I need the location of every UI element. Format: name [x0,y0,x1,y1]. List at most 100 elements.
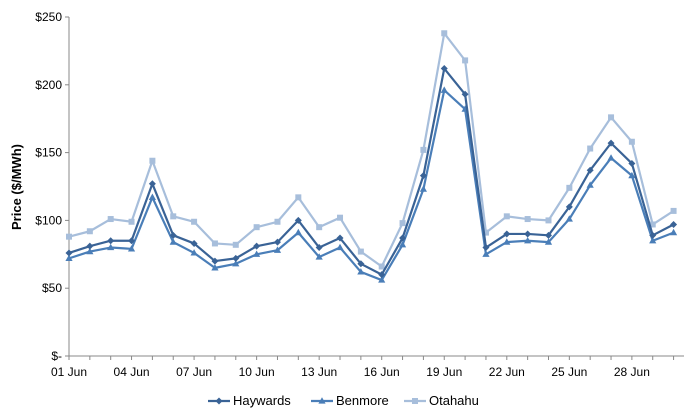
data-point-haywards [399,234,407,242]
data-point-haywards [315,244,323,252]
data-point-benmore [65,254,73,261]
legend-marker-haywards [215,397,223,405]
data-point-haywards [419,172,427,180]
data-point-otahahu [86,228,93,235]
data-point-benmore [357,268,365,275]
data-point-haywards [169,231,177,239]
data-point-benmore [669,228,678,236]
data-point-otahahu [608,114,615,121]
legend-marker-benmore [318,397,326,404]
data-point-otahahu [253,224,260,231]
series-benmore [65,86,678,283]
data-point-otahahu [295,194,302,201]
data-point-benmore [524,236,532,244]
x-tick-label: 19 Jun [426,365,462,379]
data-point-haywards [544,231,552,239]
data-point-haywards [128,237,136,245]
data-point-otahahu [357,248,364,255]
data-point-benmore [107,243,115,251]
x-tick-label: 01 Jun [51,365,87,379]
data-point-haywards [586,166,594,174]
data-point-otahahu [628,138,635,145]
data-point-otahahu [128,218,135,225]
data-point-haywards [524,230,532,238]
x-tick-label: 28 Jun [614,365,650,379]
x-tick-label: 10 Jun [239,365,275,379]
data-point-otahahu [170,213,177,220]
data-point-otahahu [566,184,573,191]
data-point-otahahu [378,263,385,270]
chart-series [65,30,678,283]
chart-legend: Haywards Benmore Otahahu [208,393,479,408]
y-tick-labels: $- $50 $100 $150 $200 $250 [35,10,62,363]
data-point-haywards [357,260,365,268]
y-axis-title: Price ($/MWh) [9,144,24,230]
series-line-haywards [68,67,675,276]
y-tick-label: $50 [42,281,62,295]
x-tick-label: 07 Jun [176,365,212,379]
data-point-haywards [378,271,386,279]
data-point-benmore [148,193,156,200]
series-line-otahahu [68,32,675,268]
data-point-haywards [607,139,615,147]
data-point-otahahu [420,146,427,153]
data-point-otahahu [274,218,281,225]
data-point-benmore [419,185,428,192]
data-point-otahahu [211,240,218,247]
series-line-benmore [68,89,674,282]
data-point-benmore [503,238,511,245]
data-point-haywards [232,254,240,262]
data-point-haywards [461,90,469,98]
data-point-haywards [565,203,573,211]
data-point-benmore [169,238,177,245]
y-tick-label: $250 [35,10,62,24]
chart-axes [65,16,684,360]
x-tick-label: 04 Jun [114,365,150,379]
series-haywards [65,65,678,279]
data-point-haywards [482,244,490,252]
series-otahahu [66,30,677,270]
data-point-otahahu [524,216,531,223]
data-point-benmore [336,243,344,251]
data-point-otahahu [337,214,344,221]
y-tick-label: $200 [35,78,62,92]
data-point-haywards [65,249,73,257]
data-point-benmore [211,264,219,271]
data-point-benmore [253,250,261,257]
data-point-otahahu [191,218,198,225]
y-tick-label: $- [51,349,62,363]
data-point-benmore [190,249,198,256]
data-point-benmore [398,241,407,248]
legend-label-haywards: Haywards [233,393,291,408]
y-tick-label: $100 [35,213,62,227]
data-point-benmore [649,236,657,244]
data-point-haywards [190,239,198,247]
data-point-benmore [440,86,448,93]
data-point-haywards [273,238,281,246]
data-point-benmore [273,246,282,253]
legend-label-otahahu: Otahahu [429,393,479,408]
x-tick-labels: 01 Jun 04 Jun 07 Jun 10 Jun 13 Jun 16 Jun 19 J… [51,365,650,379]
data-point-otahahu [649,221,656,228]
data-point-otahahu [232,241,239,248]
data-point-haywards [628,159,636,167]
data-point-benmore [482,250,490,257]
data-point-otahahu [66,233,72,240]
data-point-otahahu [670,207,677,214]
data-point-haywards [336,234,344,242]
y-tick-label: $150 [35,146,62,160]
data-point-otahahu [316,224,323,231]
data-point-benmore [544,238,553,245]
data-point-haywards [211,257,219,265]
data-point-otahahu [545,217,552,224]
data-point-otahahu [482,229,489,236]
data-point-benmore [127,245,136,252]
data-point-otahahu [149,157,156,164]
x-tick-label: 13 Jun [301,365,337,379]
legend-item-otahahu: Otahahu [404,393,479,408]
data-point-otahahu [503,213,510,220]
data-point-otahahu [441,30,448,37]
data-point-haywards [670,220,678,228]
x-tick-label: 22 Jun [489,365,525,379]
